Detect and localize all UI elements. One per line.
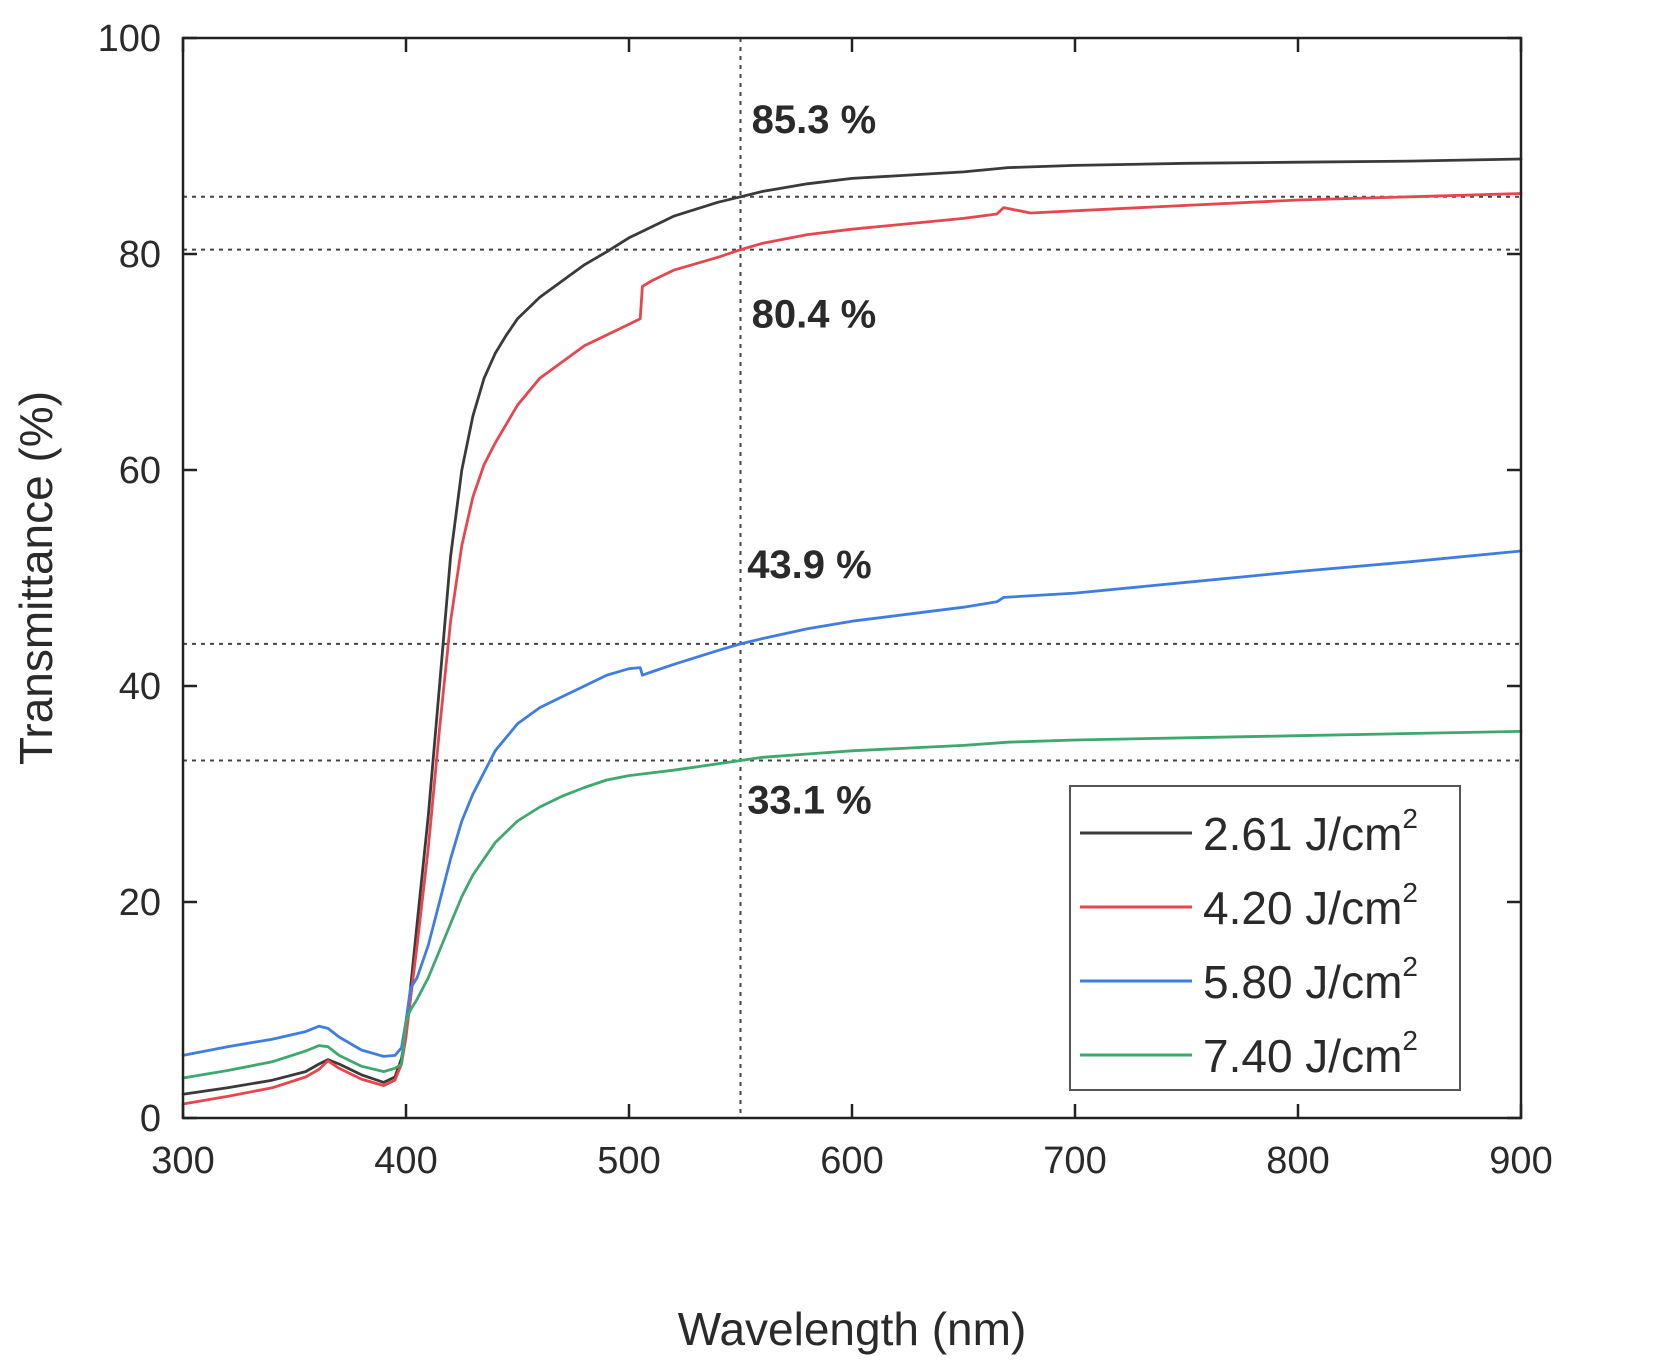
legend-label-1: 2.61 J/cm2 xyxy=(1203,803,1418,860)
x-axis-title: Wavelength (nm) xyxy=(678,1303,1027,1355)
x-tick-label: 300 xyxy=(151,1140,214,1182)
legend-label-4: 7.40 J/cm2 xyxy=(1203,1025,1418,1082)
legend: 2.61 J/cm2 4.20 J/cm2 5.80 J/cm2 7.40 J/cm2 xyxy=(1069,785,1461,1091)
y-tick-label: 100 xyxy=(98,18,161,60)
x-tick-label: 400 xyxy=(374,1140,437,1182)
y-tick-label: 40 xyxy=(119,666,161,708)
annotations: 85.3 % 80.4 % 43.9 % 33.1 % xyxy=(747,98,876,822)
axis-ticks xyxy=(181,36,1523,1120)
y-axis-title: Transmittance (%) xyxy=(10,391,62,765)
y-tick-label: 20 xyxy=(119,882,161,924)
annotation-value-2: 80.4 % xyxy=(752,292,877,336)
series-line-1 xyxy=(181,157,1523,1096)
legend-label-2: 4.20 J/cm2 xyxy=(1203,877,1418,934)
legend-box xyxy=(1069,785,1461,1091)
series-layer xyxy=(181,157,1523,1106)
axis-tick-labels: 300 400 500 600 700 800 900 0 20 40 60 80 100 xyxy=(98,18,1553,1182)
y-tick-label: 0 xyxy=(140,1098,161,1140)
x-tick-label: 500 xyxy=(597,1140,660,1182)
annotation-value-1: 85.3 % xyxy=(752,98,877,142)
x-tick-label: 700 xyxy=(1043,1140,1106,1182)
legend-label-superscript: 2 xyxy=(1402,1025,1418,1056)
legend-label-3: 5.80 J/cm2 xyxy=(1203,951,1418,1008)
x-tick-label: 600 xyxy=(820,1140,883,1182)
legend-label-superscript: 2 xyxy=(1402,803,1418,834)
legend-label-superscript: 2 xyxy=(1402,951,1418,982)
y-tick-label: 60 xyxy=(119,450,161,492)
x-tick-label: 800 xyxy=(1266,1140,1329,1182)
annotation-value-3: 43.9 % xyxy=(747,543,872,587)
series-line-3 xyxy=(181,549,1523,1058)
y-tick-label: 80 xyxy=(119,234,161,276)
x-tick-label: 900 xyxy=(1489,1140,1552,1182)
legend-label-superscript: 2 xyxy=(1402,877,1418,908)
series-line-2 xyxy=(181,192,1523,1106)
reference-lines xyxy=(183,38,1521,1118)
annotation-value-4: 33.1 % xyxy=(747,778,872,822)
series-line-4 xyxy=(181,730,1523,1080)
